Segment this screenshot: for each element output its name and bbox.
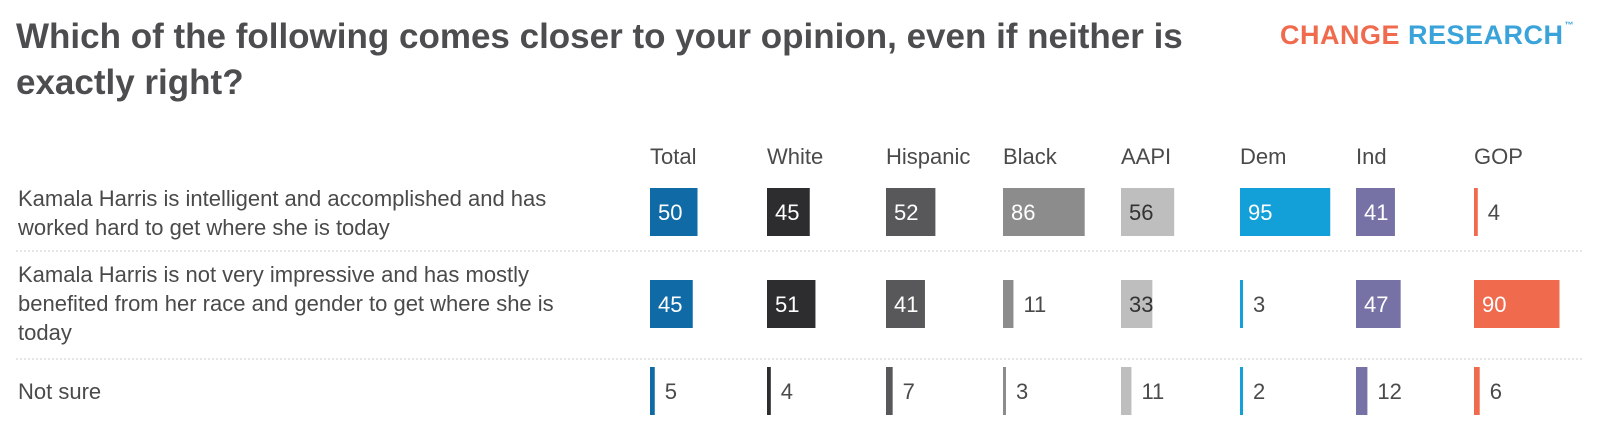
data-label: 12	[1377, 379, 1401, 404]
column-header-total: Total	[650, 144, 696, 169]
data-label: 45	[658, 292, 682, 317]
data-label: 4	[781, 379, 793, 404]
column-header-hispanic: Hispanic	[886, 144, 970, 169]
bar	[1003, 280, 1014, 328]
data-label: 41	[894, 292, 918, 317]
column-header-white: White	[767, 144, 823, 169]
chart-title: Which of the following comes closer to y…	[16, 17, 1183, 102]
logo-word-change: CHANGE	[1280, 20, 1401, 50]
data-label: 33	[1129, 292, 1153, 317]
bar	[1240, 367, 1243, 415]
data-label: 2	[1253, 379, 1265, 404]
row-label-line: today	[18, 320, 72, 345]
column-header-dem: Dem	[1240, 144, 1286, 169]
bar	[886, 188, 936, 236]
data-label: 47	[1364, 292, 1388, 317]
data-label: 95	[1248, 200, 1272, 225]
data-label: 56	[1129, 200, 1153, 225]
data-label: 5	[665, 379, 677, 404]
bar	[1121, 280, 1153, 328]
data-label: 3	[1016, 379, 1028, 404]
data-label: 50	[658, 200, 682, 225]
data-label: 51	[775, 292, 799, 317]
row-label-line: Not sure	[18, 379, 101, 404]
bar	[1121, 367, 1132, 415]
bar	[1003, 367, 1006, 415]
bar	[767, 280, 816, 328]
bar	[1356, 188, 1395, 236]
bar	[1003, 188, 1085, 236]
row-label-line: Kamala Harris is not very impressive and…	[18, 262, 529, 287]
column-header-ind: Ind	[1356, 144, 1387, 169]
data-label: 6	[1490, 379, 1502, 404]
bar	[767, 367, 771, 415]
data-label: 7	[903, 379, 915, 404]
change-research-logo: CHANGE RESEARCH™	[1280, 20, 1574, 51]
data-label: 11	[1141, 379, 1164, 404]
bar	[650, 188, 698, 236]
bar	[1474, 280, 1560, 328]
row-label-line: worked hard to get where she is today	[17, 215, 390, 240]
bar	[1121, 188, 1175, 236]
bar	[1474, 367, 1480, 415]
bar	[886, 367, 893, 415]
data-label: 11	[1023, 292, 1046, 317]
bar	[650, 280, 693, 328]
column-header-gop: GOP	[1474, 144, 1523, 169]
bar	[886, 280, 925, 328]
bar	[1240, 188, 1331, 236]
row-label-line: benefited from her race and gender to ge…	[18, 291, 554, 316]
data-label: 90	[1482, 292, 1506, 317]
data-label: 4	[1488, 200, 1500, 225]
row-label-line: Kamala Harris is intelligent and accompl…	[18, 186, 546, 211]
bar	[1240, 280, 1243, 328]
logo-trademark: ™	[1564, 20, 1575, 30]
bar	[1356, 367, 1368, 415]
column-header-aapi: AAPI	[1121, 144, 1171, 169]
data-label: 3	[1253, 292, 1265, 317]
logo-word-research: RESEARCH	[1408, 20, 1564, 50]
column-header-black: Black	[1003, 144, 1058, 169]
bar	[1474, 188, 1478, 236]
data-label: 86	[1011, 200, 1035, 225]
bar	[767, 188, 810, 236]
data-label: 41	[1364, 200, 1388, 225]
bar	[1356, 280, 1401, 328]
data-label: 45	[775, 200, 799, 225]
data-label: 52	[894, 200, 918, 225]
bar	[650, 367, 655, 415]
